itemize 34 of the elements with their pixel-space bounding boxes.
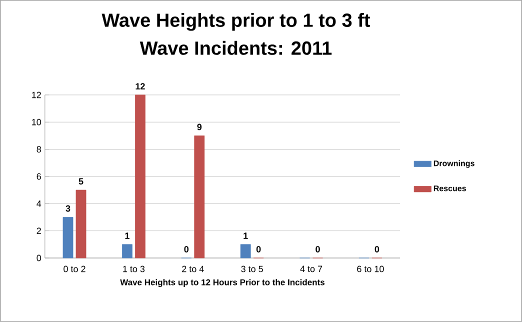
y-tick-label: 4 — [36, 200, 42, 207]
bar — [76, 190, 86, 258]
y-tick-label: 6 — [36, 173, 41, 180]
data-label: 0 — [374, 246, 380, 252]
data-label: 5 — [78, 178, 84, 185]
x-tick-label: 4 to 7 — [300, 266, 322, 272]
y-tick-label: 0 — [36, 254, 42, 262]
bar — [122, 244, 132, 258]
data-label: 3 — [66, 205, 70, 212]
bar — [62, 217, 74, 258]
x-tick-label: 0 to 2 — [64, 266, 86, 272]
x-tick-label: 2 to 4 — [182, 266, 204, 272]
data-label: 1 — [125, 232, 130, 239]
data-label: 12 — [136, 83, 145, 90]
chart-title: Wave Heights prior to 1 to 3 ft — [102, 13, 370, 31]
legend-label: Drownings — [434, 160, 474, 168]
chart-subtitle: Wave Incidents: 2011 — [140, 40, 332, 55]
data-label: 0 — [184, 246, 189, 252]
y-tick-label: 8 — [36, 146, 41, 153]
bar — [194, 136, 205, 258]
y-tick-label: 12 — [32, 92, 41, 98]
x-tick-label: 1 to 3 — [123, 266, 145, 272]
data-label: 9 — [197, 124, 202, 130]
y-tick-label: 2 — [36, 228, 41, 234]
data-label: 1 — [244, 232, 248, 239]
data-label: 0 — [316, 246, 320, 252]
x-tick-label: 3 to 5 — [241, 266, 263, 272]
y-tick-label: 10 — [32, 118, 42, 126]
data-label: 0 — [256, 246, 261, 252]
x-axis-title: Wave Heights up to 12 Hours Prior to the Incidents — [120, 279, 324, 288]
x-tick-label: 6 to 10 — [357, 266, 384, 272]
legend-label: Rescues — [434, 186, 466, 192]
bar — [135, 94, 146, 258]
bar — [240, 244, 251, 258]
